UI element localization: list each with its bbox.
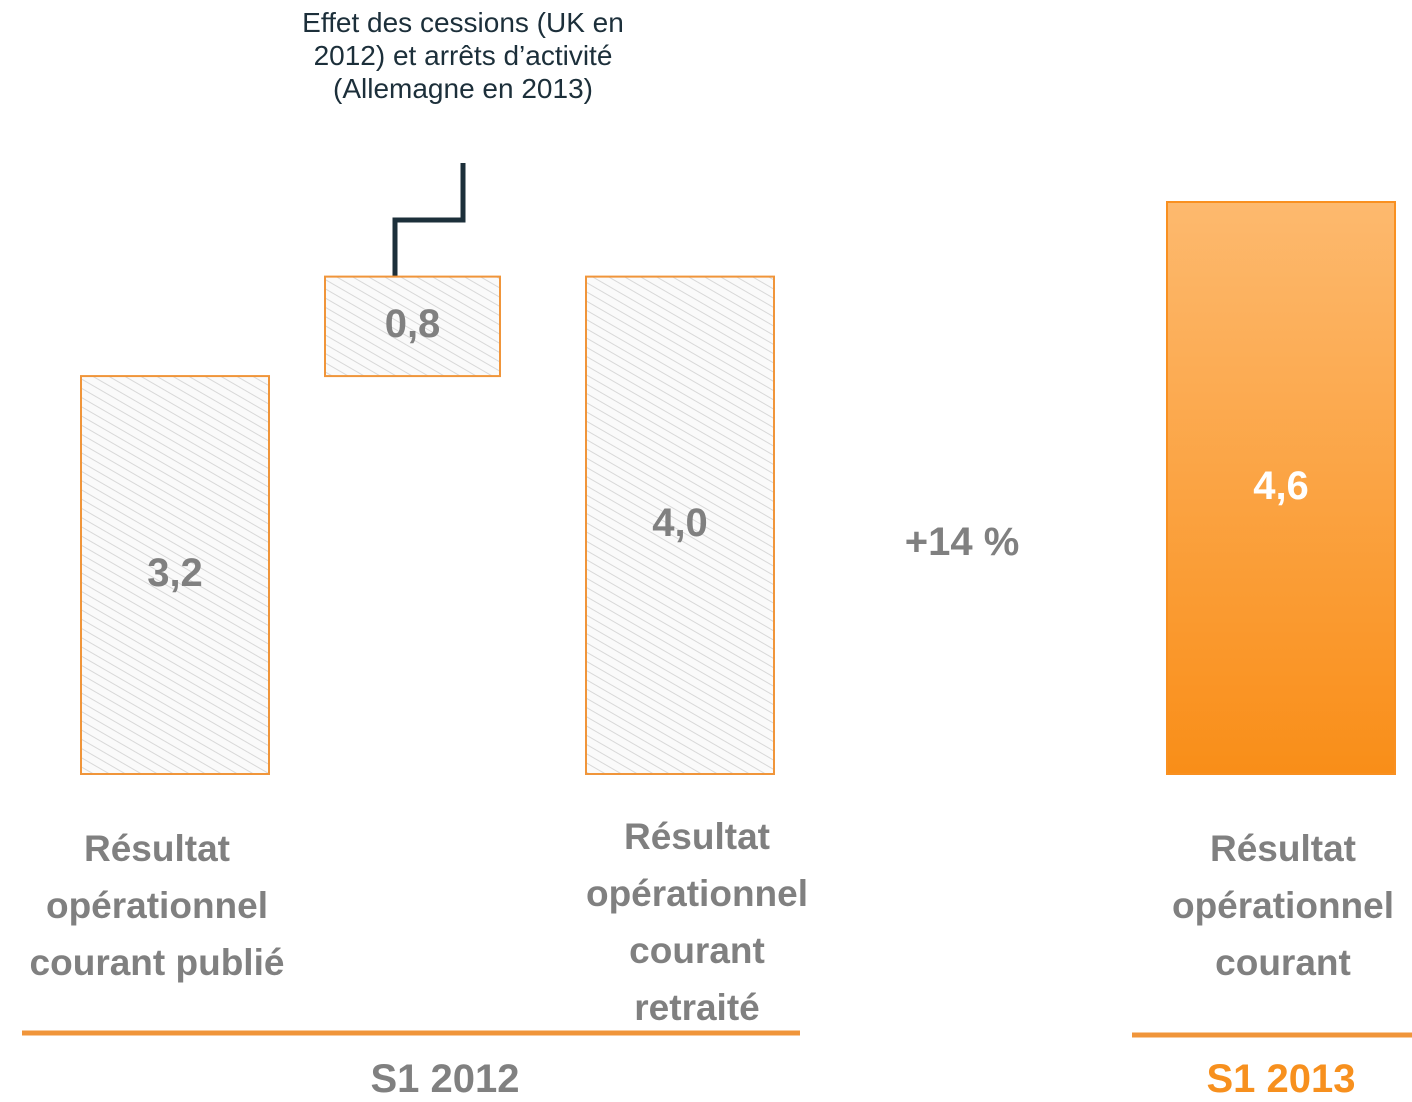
value-label: 4,6: [1253, 464, 1309, 508]
bar: [324, 275, 501, 378]
bar: [585, 275, 775, 775]
change-label: +14 %: [904, 520, 1020, 564]
bar: [80, 375, 270, 775]
value-label: 0,8: [384, 302, 441, 347]
group-label: S1 2013: [1206, 1057, 1356, 1101]
bar: [1166, 201, 1396, 775]
value-label: 3,2: [147, 551, 203, 596]
annotation: Effet des cessions (UK en 2012) et arrêt…: [302, 7, 624, 104]
group-label: S1 2012: [370, 1057, 520, 1101]
annotation-connector: [392, 163, 466, 282]
value-label: 4,0: [652, 501, 708, 546]
category-label: Résultat opérationnel courant retraité: [585, 816, 809, 1028]
category-label: Résultat opérationnel courant publié: [29, 828, 285, 983]
category-label: Résultat opérationnel courant: [1171, 828, 1395, 983]
